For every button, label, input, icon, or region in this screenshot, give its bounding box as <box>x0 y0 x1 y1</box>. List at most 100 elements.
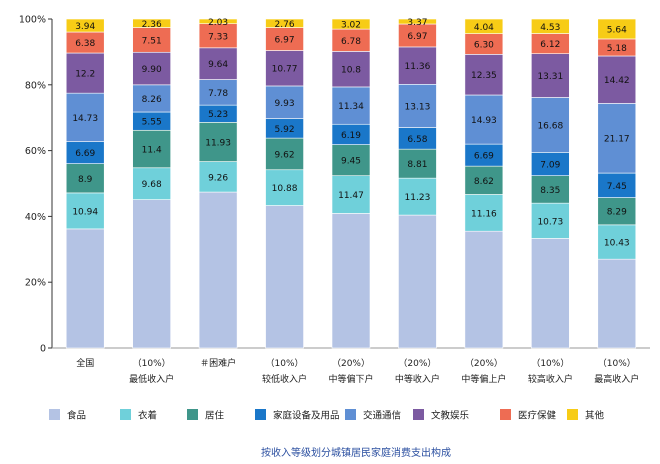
bar-segment <box>198 47 238 80</box>
data-label: 6.58 <box>407 135 427 145</box>
bar-segment <box>65 92 105 142</box>
bar-segment <box>464 18 504 34</box>
data-label: 6.69 <box>75 149 95 159</box>
bar-segment <box>398 177 437 216</box>
data-label: 8.35 <box>540 186 560 196</box>
legend-swatch <box>567 409 578 420</box>
bar-stack: 11.23 8.81 6.58 13.13 11.36 6.97 3.37 <box>398 18 437 349</box>
y-tick-label: 20% <box>25 278 46 289</box>
data-label: 11.34 <box>338 102 364 112</box>
data-label: 12.2 <box>75 70 95 80</box>
x-tick-sublabel: 较高收入户 <box>528 373 573 385</box>
data-label: 6.97 <box>275 36 295 46</box>
data-label: 2.03 <box>208 18 228 28</box>
legend-label: 食品 <box>67 410 86 422</box>
data-label: 6.19 <box>341 131 361 141</box>
bar-segment <box>198 122 238 162</box>
data-label: 5.55 <box>142 118 162 128</box>
data-label: 11.93 <box>205 138 231 148</box>
data-label: 6.30 <box>474 41 494 51</box>
data-label: 9.62 <box>275 150 295 160</box>
bar-segment <box>198 79 238 106</box>
bar-segment <box>398 148 437 179</box>
data-label: 8.9 <box>78 175 93 185</box>
legend-label: 其他 <box>585 410 605 422</box>
bar-segment <box>464 230 504 349</box>
x-tick-sublabel: 最高收入户 <box>594 373 639 385</box>
chart-title: 按收入等级划分城镇居民家庭消费支出构成 <box>261 446 451 459</box>
x-tick-label: （20%） <box>332 358 370 369</box>
data-label: 9.45 <box>341 157 361 167</box>
x-tick-sublabel: 最低收入户 <box>129 373 174 385</box>
data-label: 7.09 <box>540 161 560 171</box>
legend-label: 交通通信 <box>363 410 401 422</box>
bar-segment <box>597 18 637 40</box>
data-label: 11.16 <box>471 209 497 219</box>
bar-segment <box>65 192 105 230</box>
data-label: 13.31 <box>537 72 563 82</box>
x-tick-label: （10%） <box>531 358 569 369</box>
x-tick-sublabel: 中等偏上户 <box>461 373 506 385</box>
bar-segment <box>65 18 105 33</box>
bar-segment <box>464 165 504 195</box>
bar-stack: 9.26 11.93 5.23 7.78 9.64 7.33 2.03 <box>198 18 238 349</box>
x-tick-sublabel: 中等收入户 <box>395 373 440 385</box>
bar-segment <box>597 258 637 349</box>
legend-label: 衣着 <box>138 410 157 422</box>
data-label: 11.47 <box>338 191 364 201</box>
data-label: 16.68 <box>537 121 563 131</box>
bar-segment <box>132 51 171 86</box>
legend-swatch <box>500 409 511 420</box>
bar-segment <box>331 175 371 214</box>
legend-swatch <box>49 409 60 420</box>
bar-segment <box>65 163 105 194</box>
bar-stack: 9.68 11.4 5.55 8.26 9.90 7.51 2.36 <box>132 18 171 349</box>
x-axis-labels: 全国 （10%） 最低收入户 ＃困难户 （10%） 较低收入户 （20%） 中等偏下户 （20%… <box>76 357 639 385</box>
legend-item: 食品 <box>49 409 86 422</box>
bar-segment <box>265 85 304 119</box>
legend-label: 居住 <box>205 410 225 422</box>
data-label: 6.69 <box>474 152 494 162</box>
bars: 10.94 8.9 6.69 14.73 12.2 6.38 3.94 9.68 11.4 5.5… <box>65 18 637 349</box>
data-label: 4.04 <box>474 23 494 33</box>
x-tick-sublabel: 中等偏下户 <box>328 373 373 385</box>
x-tick-label: 全国 <box>76 357 94 369</box>
data-label: 10.8 <box>341 66 361 76</box>
data-label: 2.76 <box>275 20 295 30</box>
x-tick-sublabel: 较低收入户 <box>262 373 307 385</box>
data-label: 9.68 <box>142 180 162 190</box>
bar-segment <box>597 172 637 198</box>
legend-swatch <box>413 409 424 420</box>
y-tick-label: 80% <box>25 80 46 91</box>
bar-segment <box>132 84 171 113</box>
data-label: 5.92 <box>275 125 295 135</box>
data-label: 10.43 <box>604 239 630 249</box>
data-label: 14.42 <box>604 76 630 86</box>
bar-segment <box>132 199 171 349</box>
bar-segment <box>398 18 437 25</box>
bar-segment <box>265 18 304 28</box>
legend-item: 医疗保健 <box>500 409 557 422</box>
bar-segment <box>464 54 504 96</box>
bar-stack: 11.16 8.62 6.69 14.93 12.35 6.30 4.04 <box>464 18 504 349</box>
bar-segment <box>132 18 171 28</box>
data-label: 10.94 <box>72 207 98 217</box>
data-label: 3.02 <box>341 21 361 31</box>
data-label: 9.26 <box>208 173 228 183</box>
data-label: 6.78 <box>341 37 361 47</box>
bar-segment <box>331 18 371 30</box>
data-label: 12.35 <box>471 71 497 81</box>
data-label: 3.37 <box>407 18 427 28</box>
bar-segment <box>265 50 304 87</box>
legend-item: 其他 <box>567 409 605 422</box>
bar-segment <box>65 228 105 349</box>
x-tick-label: （20%） <box>398 358 436 369</box>
bar-segment <box>331 213 371 349</box>
data-label: 7.45 <box>607 182 627 192</box>
data-label: 13.13 <box>405 102 431 112</box>
bar-segment <box>597 197 637 226</box>
data-label: 5.64 <box>607 25 627 35</box>
data-label: 14.73 <box>72 114 98 124</box>
bar-stack: 10.88 9.62 5.92 9.93 10.77 6.97 2.76 <box>265 18 304 349</box>
legend-item: 交通通信 <box>345 409 401 422</box>
